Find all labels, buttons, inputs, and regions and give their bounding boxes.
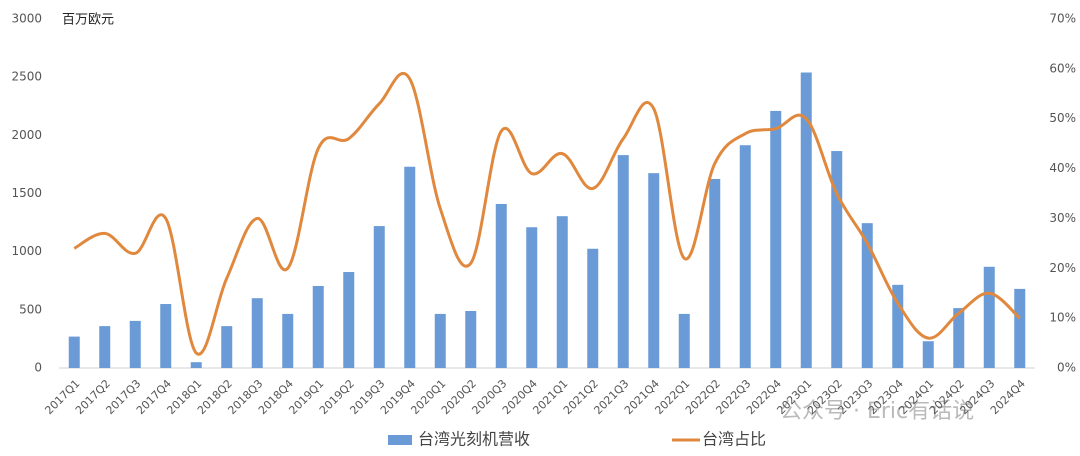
- y-tick-label: 1500: [11, 186, 42, 200]
- bar: [953, 308, 965, 368]
- y-tick-label: 500: [19, 302, 42, 316]
- bar: [617, 155, 629, 368]
- unit-label: 百万欧元: [62, 13, 114, 28]
- bar: [404, 166, 416, 368]
- bar: [495, 203, 507, 368]
- y2-tick-label: 40%: [1049, 161, 1076, 175]
- bar: [739, 145, 751, 368]
- bar: [251, 298, 263, 368]
- bar: [190, 362, 202, 368]
- y2-tick-label: 30%: [1049, 211, 1076, 225]
- bar: [68, 336, 80, 368]
- bar: [678, 313, 690, 368]
- line: [73, 71, 1021, 356]
- y-tick-label: 2000: [11, 128, 42, 142]
- y2-tick-label: 50%: [1049, 111, 1076, 125]
- y-tick-label: 3000: [11, 12, 42, 26]
- bar: [800, 72, 812, 368]
- bar: [282, 313, 294, 368]
- watermark: 公众号 · Eric有话说: [780, 399, 974, 424]
- legend-label: 台湾光刻机营收: [418, 430, 530, 449]
- y2-tick-label: 10%: [1049, 311, 1076, 325]
- y-tick-label: 1000: [11, 244, 42, 258]
- bar: [312, 285, 324, 368]
- bar: [343, 272, 355, 368]
- bar: [770, 110, 782, 369]
- bar: [983, 266, 995, 368]
- y2-tick-label: 70%: [1049, 12, 1076, 26]
- legend-swatch: [388, 435, 412, 445]
- bar: [892, 284, 904, 368]
- bar: [922, 341, 934, 368]
- bar: [648, 173, 660, 368]
- bar: [99, 326, 111, 368]
- bar: [1014, 288, 1026, 368]
- y2-tick-label: 0%: [1057, 361, 1076, 375]
- bar: [434, 313, 446, 368]
- legend-label: 台湾占比: [702, 430, 766, 449]
- y-tick-label: 0: [34, 361, 42, 375]
- bar: [160, 304, 172, 368]
- bar: [831, 151, 843, 368]
- bar: [373, 226, 385, 368]
- bar: [221, 326, 233, 368]
- bar: [556, 216, 568, 368]
- y2-tick-label: 20%: [1049, 261, 1076, 275]
- bar: [587, 248, 599, 368]
- bar: [465, 310, 477, 368]
- y-tick-label: 2500: [11, 70, 42, 84]
- y2-tick-label: 60%: [1049, 61, 1076, 75]
- bar: [861, 223, 873, 368]
- bar: [526, 227, 538, 368]
- bar: [129, 320, 141, 368]
- bar: [709, 178, 721, 368]
